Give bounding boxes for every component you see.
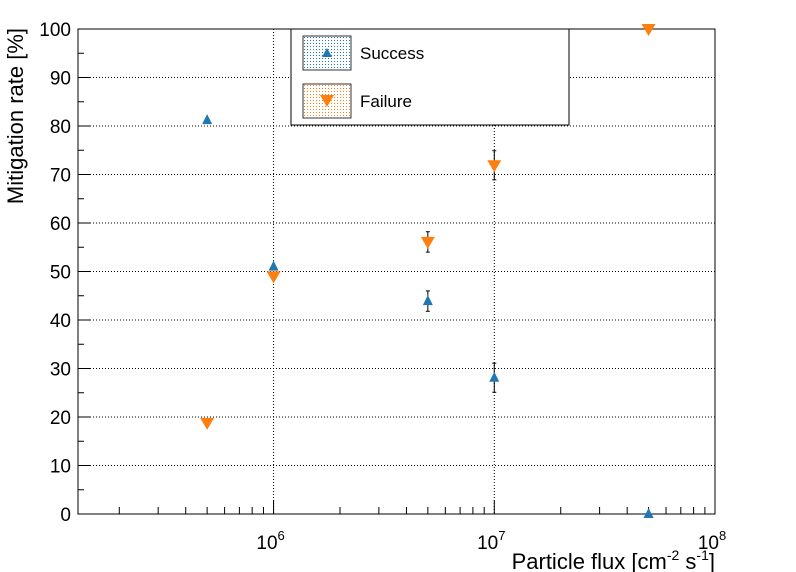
y-tick-label: 20 (50, 408, 71, 429)
legend-entry-success: Success (302, 35, 424, 71)
x-tick-label: 106 (256, 528, 284, 554)
y-tick-label: 30 (50, 360, 71, 381)
x-axis-title-exp1: -2 (667, 547, 680, 563)
legend-marker-failure (320, 95, 334, 107)
data-markers (200, 24, 656, 518)
data-point-failure (487, 160, 502, 173)
y-tick-label: 60 (50, 214, 71, 235)
y-tick-labels: 0 10 20 30 40 50 60 70 80 90 100 (39, 20, 71, 526)
legend-entry-failure: Failure (302, 83, 412, 119)
x-tick-label: 108 (698, 528, 726, 554)
x-tick-label-base: 10 (698, 533, 719, 554)
y-tick-label: 50 (50, 263, 71, 284)
y-tick-label: 40 (50, 311, 71, 332)
y-tick-label: 80 (50, 117, 71, 138)
legend-marker-success (322, 48, 332, 57)
y-tick-label: 0 (60, 505, 71, 526)
y-axis-title: Mitigation rate [%] (3, 28, 28, 204)
data-point-failure (641, 24, 656, 36)
x-tick-label-exp: 6 (278, 528, 285, 543)
x-tick-label: 107 (477, 528, 505, 554)
data-point-failure (266, 271, 281, 284)
data-point-success (643, 508, 654, 518)
x-tick-label-exp: 7 (498, 528, 505, 543)
x-axis-title-mid: s (679, 549, 696, 572)
legend: Success Failure (290, 28, 570, 126)
x-tick-label-base: 10 (256, 533, 277, 554)
legend-label-failure: Failure (360, 92, 412, 111)
x-axis-title-base: Particle flux [cm (512, 549, 667, 572)
data-point-failure (200, 417, 215, 430)
x-tick-labels: 106 107 108 (256, 528, 726, 554)
data-point-success (489, 371, 500, 382)
data-point-failure (420, 236, 435, 249)
y-tick-label: 10 (50, 457, 71, 478)
x-axis-title-end: ] (709, 549, 715, 572)
data-point-success (268, 260, 279, 271)
legend-label-success: Success (360, 44, 424, 63)
axis-ticks (78, 28, 716, 515)
x-tick-label-exp: 8 (719, 528, 726, 543)
data-point-success (202, 114, 213, 125)
x-axis-title-exp2: -1 (696, 547, 709, 563)
x-axis-title: Particle flux [cm-2 s-1] (512, 547, 715, 572)
x-tick-label-base: 10 (477, 533, 498, 554)
y-tick-label: 70 (50, 166, 71, 187)
data-point-success (422, 295, 433, 306)
y-tick-label: 100 (39, 20, 71, 41)
y-tick-label: 90 (50, 69, 71, 90)
